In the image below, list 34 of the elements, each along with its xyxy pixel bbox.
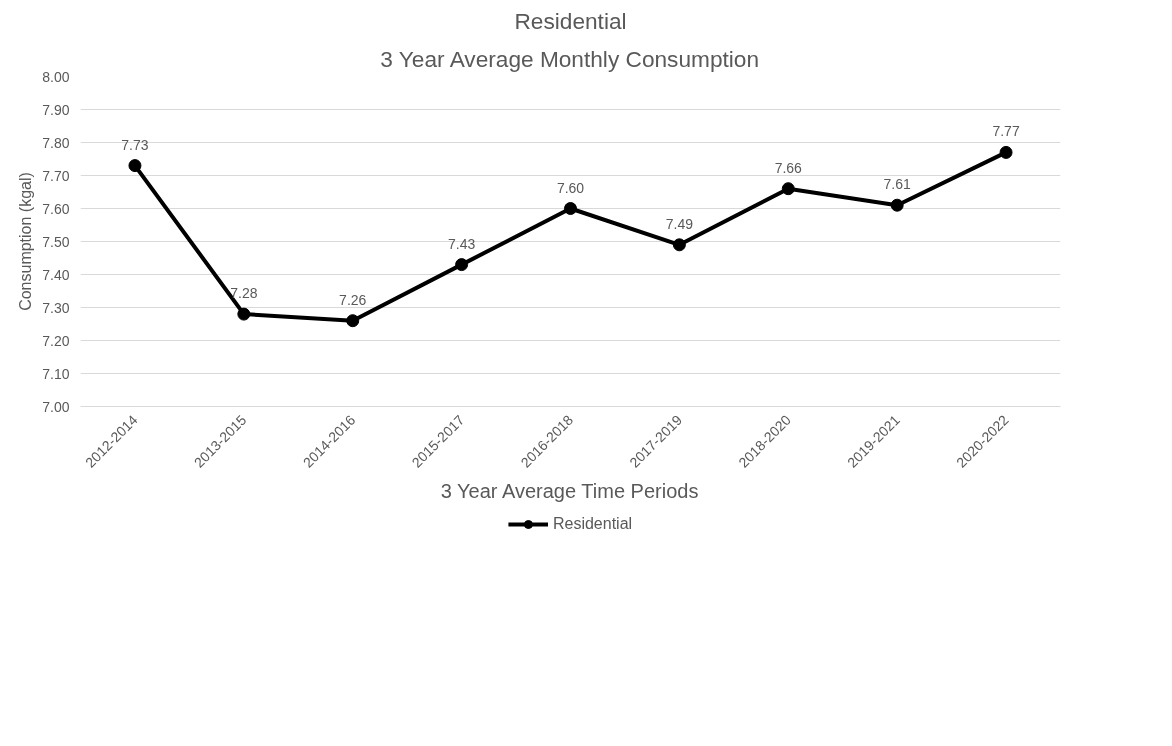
text: 7.60 <box>556 179 585 196</box>
legend-label: Residential <box>552 515 633 533</box>
point <box>346 314 360 328</box>
y-tick-label: 7.60 <box>42 200 70 217</box>
y-tick-label: 7.00 <box>42 398 70 415</box>
text: 7.43 <box>447 235 476 252</box>
text: 7.73 <box>121 136 149 153</box>
y-tick-label: 7.40 <box>42 266 70 283</box>
text: 7.28 <box>230 285 258 302</box>
point <box>999 145 1013 159</box>
y-tick-label: 7.80 <box>42 134 70 151</box>
y-tick-label: 7.50 <box>42 233 70 250</box>
point <box>781 182 795 196</box>
point <box>672 238 686 252</box>
text: 7.77 <box>992 123 1020 140</box>
y-tick-label: 8.00 <box>42 68 70 85</box>
point <box>564 202 577 215</box>
point <box>890 198 904 212</box>
chart-title: Residential <box>514 7 627 34</box>
y-axis-title: Consumption (kgal) <box>17 172 35 311</box>
chart-subtitle: 3 Year Average Monthly Consumption <box>380 45 760 72</box>
text: 7.26 <box>339 291 367 308</box>
y-tick-label: 7.70 <box>42 167 70 184</box>
y-tick-label: 7.90 <box>42 101 70 118</box>
text: 7.49 <box>665 215 694 232</box>
y-tick-label: 7.30 <box>42 299 70 316</box>
point <box>455 258 469 272</box>
point <box>237 307 251 321</box>
point <box>128 159 142 173</box>
x-axis-title: 3 Year Average Time Periods <box>440 479 699 502</box>
text: 7.61 <box>883 176 911 193</box>
text: 7.66 <box>774 159 802 176</box>
y-tick-label: 7.10 <box>42 365 70 382</box>
y-tick-label: 7.20 <box>42 332 70 349</box>
